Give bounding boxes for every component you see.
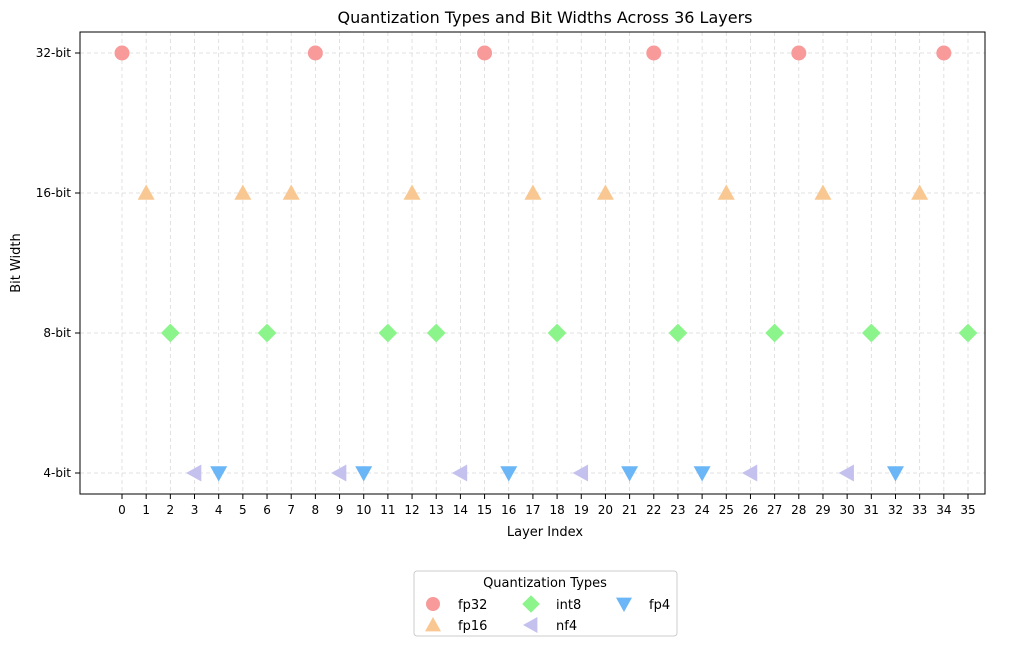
data-point-fp16 [403,184,421,200]
x-tick-label: 1 [142,503,150,517]
x-tick-label: 27 [767,503,782,517]
legend-items: fp32 fp16 int8 nf4 fp4 [425,595,670,634]
legend-marker-fp4 [616,597,632,612]
legend: Quantization Types fp32 fp16 int8 nf4 fp4 [413,570,678,637]
x-tick-label: 6 [263,503,271,517]
x-tick-label: 33 [912,503,927,517]
data-point-nf4 [186,464,202,482]
legend-label: fp4 [649,598,670,613]
data-point-fp16 [524,184,542,200]
data-point-fp32 [477,45,493,61]
data-point-int8 [668,323,688,343]
x-tick-label: 25 [719,503,734,517]
x-tick-label: 34 [936,503,951,517]
chart-title: Quantization Types and Bit Widths Across… [337,8,752,27]
x-tick-label: 31 [864,503,879,517]
y-tick-label: 16-bit [36,186,72,200]
legend-frame [413,570,678,637]
x-tick-label: 20 [598,503,613,517]
y-tick-label: 8-bit [43,326,71,340]
x-tick-label: 21 [622,503,637,517]
x-axis-ticks: 0 1 2 3 4 5 6 7 8 9 10 11 12 13 14 15 16 17 18 19 20 21 22 23 24… [118,494,976,517]
legend-title: Quantization Types [483,576,607,591]
data-point-fp16 [717,184,735,200]
x-tick-label: 15 [477,503,492,517]
x-tick-label: 13 [429,503,444,517]
x-tick-label: 22 [646,503,661,517]
legend-marker-int8 [522,595,540,613]
x-tick-label: 24 [694,503,709,517]
data-point-nf4 [572,464,589,482]
data-point-int8 [257,323,277,343]
data-point-fp16 [814,184,832,200]
x-tick-label: 26 [743,503,758,517]
data-point-int8 [765,323,784,343]
data-point-int8 [958,323,978,343]
x-tick-label: 2 [167,503,175,517]
y-axis-label: Bit Width [9,233,24,293]
legend-label: fp32 [458,598,487,613]
x-tick-label: 8 [312,503,320,517]
x-tick-label: 4 [215,503,223,517]
x-tick-label: 9 [336,503,344,517]
legend-label: fp16 [458,619,487,634]
y-tick-label: 32-bit [36,46,72,60]
data-point-fp32 [307,45,323,61]
data-point-int8 [378,323,398,343]
data-point-fp16 [234,184,252,200]
x-tick-label: 30 [840,503,855,517]
data-point-fp4 [693,466,711,482]
legend-marker-nf4 [523,617,538,633]
data-point-nf4 [741,464,758,482]
data-point-fp4 [886,466,904,482]
x-tick-label: 16 [501,503,516,517]
data-point-fp32 [114,45,130,61]
data-point-fp16 [137,184,155,200]
x-tick-label: 0 [118,503,126,517]
x-tick-label: 5 [239,503,247,517]
x-tick-label: 32 [888,503,903,517]
x-tick-label: 28 [791,503,806,517]
data-point-fp32 [936,45,952,61]
data-point-fp4 [210,466,228,482]
x-tick-label: 12 [404,503,419,517]
data-point-nf4 [838,464,854,482]
x-tick-label: 10 [356,503,371,517]
data-point-fp16 [596,184,614,200]
data-point-fp4 [500,466,518,482]
data-point-nf4 [331,464,347,482]
data-point-fp16 [911,184,929,200]
x-axis-label: Layer Index [507,525,583,540]
data-point-int8 [861,323,881,343]
data-point-int8 [547,323,567,343]
data-markers [114,45,978,482]
data-point-fp4 [355,466,373,482]
grid [80,32,985,494]
data-point-nf4 [451,464,468,482]
data-point-fp32 [791,45,807,61]
x-tick-label: 17 [525,503,540,517]
x-tick-label: 7 [287,503,295,517]
x-tick-label: 23 [670,503,685,517]
legend-label: nf4 [556,619,577,634]
legend-marker-fp16 [425,617,441,632]
plot-background [80,32,985,494]
data-point-fp16 [282,184,300,200]
x-tick-label: 14 [453,503,468,517]
legend-label: int8 [556,598,581,613]
x-tick-label: 35 [960,503,975,517]
data-point-int8 [426,323,446,343]
data-point-fp32 [646,45,662,61]
y-tick-label: 4-bit [43,466,71,480]
data-point-fp4 [621,466,639,482]
x-tick-label: 18 [549,503,564,517]
legend-marker-fp32 [426,597,440,611]
y-axis-ticks: 4-bit 8-bit 16-bit 32-bit [36,46,80,480]
x-tick-label: 3 [191,503,199,517]
data-point-int8 [160,323,180,343]
x-tick-label: 29 [815,503,830,517]
x-tick-label: 11 [380,503,395,517]
x-tick-label: 19 [574,503,589,517]
